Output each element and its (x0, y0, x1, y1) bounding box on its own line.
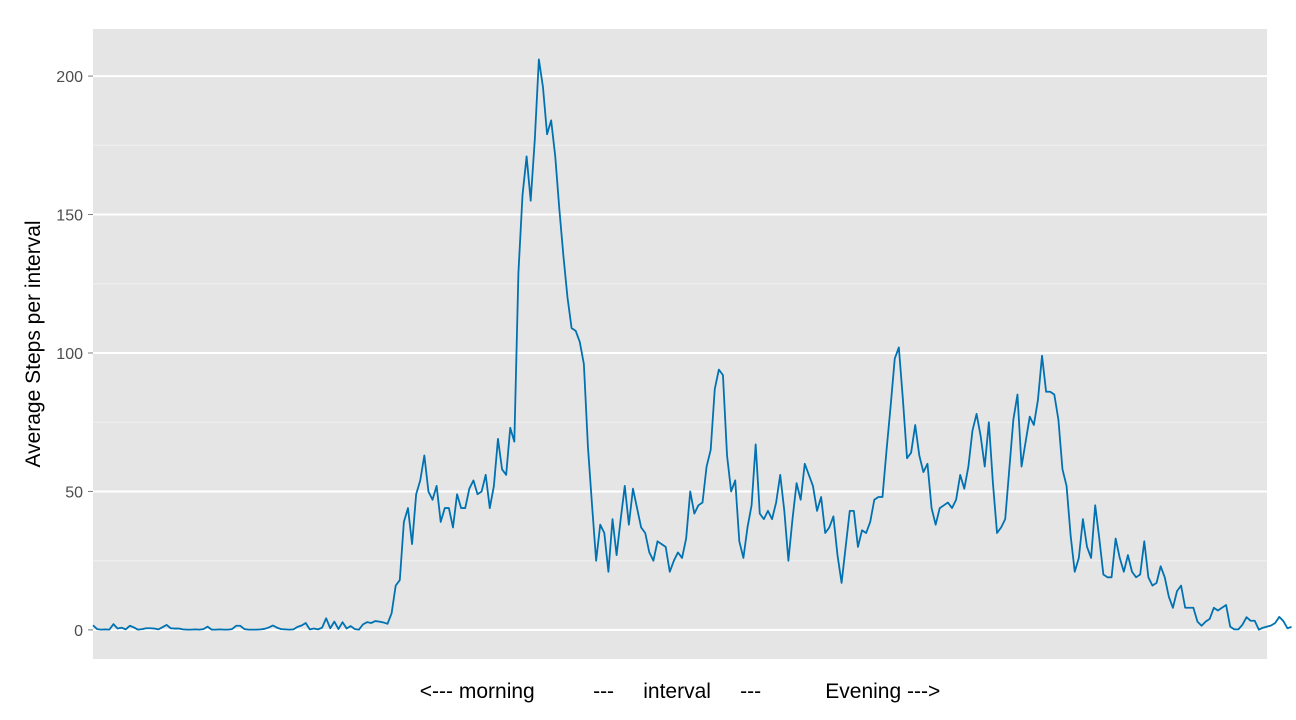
x-axis-title: <--- morning --- interval --- Evening --… (420, 680, 940, 703)
y-tick-label: 0 (74, 623, 83, 640)
y-tick-label: 50 (65, 484, 83, 501)
series-line-average-steps (92, 58, 1292, 631)
y-axis-tick-labels: 0 50 100 150 200 (56, 69, 83, 640)
y-tick-label: 200 (56, 69, 83, 86)
major-gridlines (93, 75, 1267, 631)
y-axis-title: Average Steps per interval (22, 220, 45, 467)
plot-panel (93, 29, 1267, 659)
y-axis-ticks (88, 75, 93, 631)
y-tick-label: 150 (56, 208, 83, 225)
y-tick-label: 100 (56, 346, 83, 363)
minor-gridlines (93, 144, 1267, 562)
